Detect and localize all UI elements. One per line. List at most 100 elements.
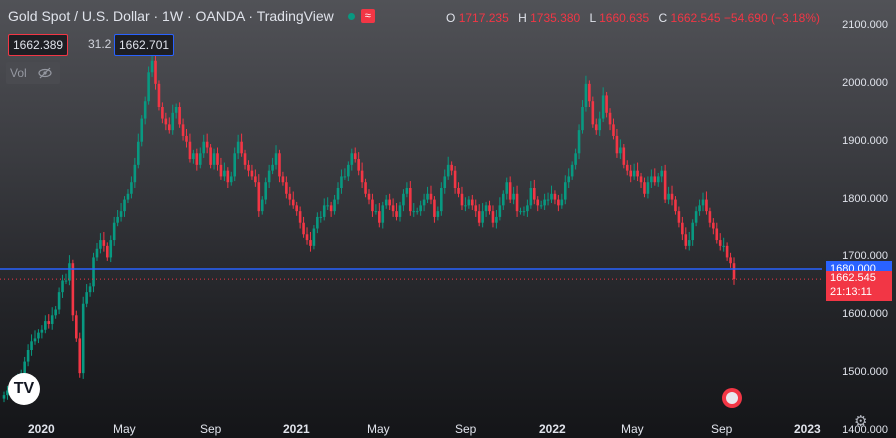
candle bbox=[223, 162, 226, 182]
candle bbox=[54, 306, 57, 319]
candle bbox=[684, 227, 688, 250]
candle bbox=[205, 133, 209, 154]
volume-indicator[interactable]: Vol bbox=[6, 62, 60, 84]
symbol-legend: Gold Spot / U.S. Dollar · 1W · OANDA · T… bbox=[8, 8, 375, 24]
candle bbox=[608, 108, 612, 131]
candle bbox=[333, 194, 336, 215]
candle bbox=[639, 172, 643, 188]
candle bbox=[570, 161, 574, 180]
candle bbox=[650, 169, 653, 188]
candle bbox=[519, 207, 522, 215]
candle bbox=[357, 152, 360, 176]
candle bbox=[281, 171, 285, 186]
change-value: −54.690 (−3.18%) bbox=[723, 11, 820, 25]
gear-icon[interactable]: ⚙ bbox=[854, 413, 868, 430]
candle bbox=[632, 163, 636, 180]
candle bbox=[302, 216, 305, 238]
candle bbox=[33, 330, 37, 345]
price-chart[interactable] bbox=[0, 0, 822, 438]
candle bbox=[674, 196, 677, 215]
candle bbox=[202, 134, 206, 158]
candle bbox=[136, 133, 140, 169]
candle bbox=[198, 147, 202, 169]
candle bbox=[371, 193, 374, 217]
y-tick-label: 1400.000 bbox=[842, 424, 888, 436]
high-label: H bbox=[518, 11, 527, 25]
candle bbox=[178, 102, 181, 128]
candle bbox=[229, 171, 233, 186]
candle bbox=[57, 287, 61, 315]
candle bbox=[395, 203, 398, 221]
data-badge-icon[interactable]: ≈ bbox=[360, 9, 375, 23]
candle bbox=[722, 237, 725, 252]
candle bbox=[398, 201, 402, 222]
candle bbox=[701, 192, 705, 212]
candle bbox=[75, 310, 78, 342]
x-tick-label: May bbox=[621, 422, 644, 436]
y-tick-label: 1700.000 bbox=[842, 250, 888, 263]
candle bbox=[477, 204, 481, 227]
candle bbox=[471, 194, 474, 210]
candle bbox=[188, 133, 192, 163]
x-tick-label: May bbox=[113, 422, 136, 436]
candle bbox=[367, 189, 371, 205]
candle bbox=[154, 52, 157, 90]
eye-off-icon[interactable] bbox=[38, 66, 52, 80]
candle bbox=[298, 206, 302, 229]
spread-value: 31.2 bbox=[88, 37, 112, 51]
candle bbox=[343, 168, 347, 180]
candle bbox=[161, 102, 164, 124]
candle bbox=[495, 209, 498, 229]
symbol-title: Gold Spot / U.S. Dollar · 1W · OANDA · T… bbox=[8, 8, 334, 24]
candle bbox=[391, 198, 395, 217]
candle bbox=[512, 186, 515, 205]
us-flag-icon[interactable] bbox=[722, 388, 742, 408]
candle bbox=[322, 198, 326, 221]
tradingview-logo-icon[interactable]: TV bbox=[8, 373, 40, 405]
candle bbox=[653, 168, 657, 186]
price-axis[interactable]: 2100.000 2000.000 1900.000 1800.000 1700.000… bbox=[822, 0, 896, 438]
candle bbox=[181, 118, 185, 141]
candle bbox=[412, 203, 416, 217]
sell-price-button[interactable]: 1662.389 bbox=[8, 34, 69, 56]
candle bbox=[409, 181, 412, 216]
candle bbox=[488, 200, 491, 215]
candle bbox=[646, 176, 650, 199]
candle bbox=[446, 156, 450, 180]
candle bbox=[505, 177, 509, 200]
candle bbox=[453, 166, 457, 194]
candle bbox=[422, 193, 426, 212]
candle bbox=[584, 75, 588, 112]
candle bbox=[636, 162, 639, 182]
candle bbox=[347, 161, 350, 182]
candle bbox=[464, 197, 467, 212]
candle bbox=[106, 242, 109, 261]
candle bbox=[364, 178, 367, 198]
candle bbox=[174, 103, 178, 119]
candle bbox=[546, 192, 550, 206]
buy-price-button[interactable]: 1662.701 bbox=[114, 34, 175, 56]
x-tick-label: Sep bbox=[200, 422, 222, 436]
candle bbox=[660, 166, 663, 183]
candle bbox=[388, 193, 391, 210]
candle bbox=[260, 196, 264, 215]
candle bbox=[384, 194, 388, 209]
candle bbox=[92, 252, 95, 293]
last-price-value: 1662.545 bbox=[830, 272, 876, 285]
candle bbox=[681, 216, 684, 241]
candle bbox=[433, 196, 436, 223]
candle bbox=[694, 206, 698, 227]
candle bbox=[577, 124, 581, 160]
candle bbox=[50, 307, 54, 330]
candle bbox=[581, 100, 584, 134]
candle bbox=[219, 157, 223, 180]
candle bbox=[350, 148, 354, 171]
candle bbox=[467, 196, 471, 209]
candle bbox=[591, 96, 595, 128]
candle bbox=[195, 148, 199, 171]
candle bbox=[625, 160, 629, 176]
y-tick-label: 1900.000 bbox=[842, 134, 888, 147]
candle bbox=[340, 169, 343, 194]
candle bbox=[563, 175, 567, 205]
candle bbox=[663, 164, 667, 204]
